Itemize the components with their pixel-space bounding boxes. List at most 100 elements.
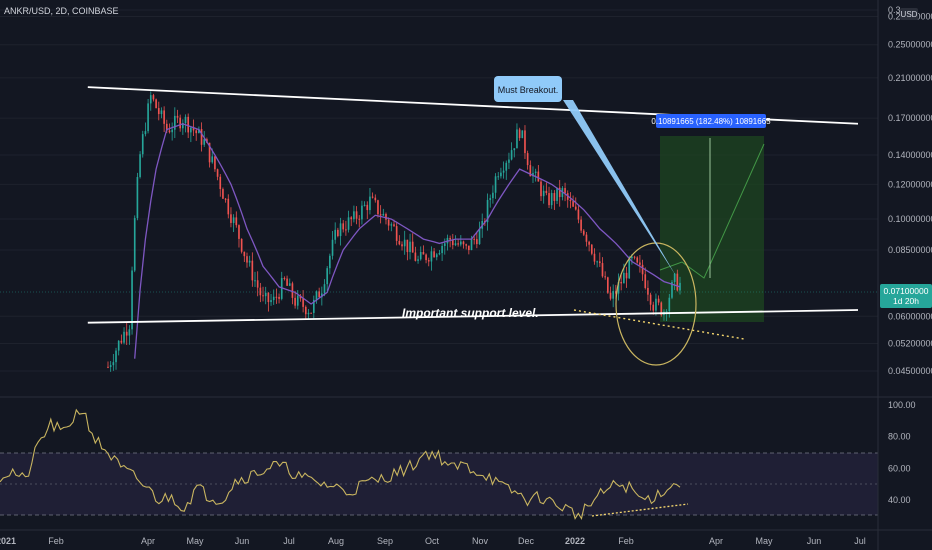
candle-body xyxy=(625,272,628,279)
candle-body xyxy=(585,234,588,242)
last-price-value: 0.07100000 xyxy=(884,286,929,296)
candle-body xyxy=(310,312,312,314)
time-axis[interactable]: 2021 Feb Apr May Jun Jul Aug Sep Oct Nov Dec 2022 Fe… xyxy=(0,536,866,546)
time-tick-label: May xyxy=(755,536,773,546)
candle-body xyxy=(141,134,144,155)
candle-body xyxy=(668,297,671,312)
candle-body xyxy=(125,331,128,336)
candle-body xyxy=(476,239,478,245)
candle-body xyxy=(435,254,438,258)
candle-body xyxy=(267,292,270,303)
time-tick-label: Jul xyxy=(283,536,295,546)
breakout-callout-box[interactable] xyxy=(494,76,562,102)
candle-body xyxy=(342,223,345,230)
rsi-tick-label: 40.00 xyxy=(888,495,911,505)
price-tick-label: 0.05200000 xyxy=(888,338,932,348)
candle-body xyxy=(291,283,294,298)
candle-body xyxy=(465,244,467,246)
candle-body xyxy=(355,211,358,219)
candle-body xyxy=(366,204,369,211)
candle-body xyxy=(339,223,342,237)
candle-body xyxy=(419,252,422,260)
candle-body xyxy=(294,297,296,306)
support-divergence-line[interactable] xyxy=(573,309,745,340)
candle-body xyxy=(451,239,454,246)
rsi-axis[interactable]: 100.00 80.00 60.00 40.00 xyxy=(888,400,916,505)
currency-badge-box[interactable] xyxy=(900,8,918,20)
candle-body xyxy=(165,123,168,131)
candle-body xyxy=(345,229,347,231)
candle-body xyxy=(227,198,230,215)
candle-body xyxy=(657,298,660,303)
candle-body xyxy=(395,226,398,241)
candle-body xyxy=(505,162,508,171)
candle-body xyxy=(572,201,574,207)
candle-body xyxy=(422,252,425,255)
candle-body xyxy=(350,217,353,220)
candle-body xyxy=(470,238,473,251)
candle-body xyxy=(438,253,441,255)
time-tick-label: May xyxy=(186,536,204,546)
candle-body xyxy=(628,258,631,279)
candle-body xyxy=(548,193,550,206)
target-zone xyxy=(660,136,764,322)
candle-body xyxy=(176,115,179,118)
candle-body xyxy=(171,129,173,133)
candle-body xyxy=(607,277,609,293)
candle-body xyxy=(117,340,120,351)
candle-body xyxy=(486,199,489,223)
candle-body xyxy=(553,193,556,201)
candle-body xyxy=(224,198,227,200)
rsi-tick-label: 60.00 xyxy=(888,463,911,473)
candle-body xyxy=(133,218,136,271)
candle-body xyxy=(369,196,371,211)
candle-body xyxy=(326,268,329,285)
candle-body xyxy=(243,251,246,257)
candle-body xyxy=(283,278,286,280)
candle-body xyxy=(157,108,160,115)
rsi-tick-label: 80.00 xyxy=(888,432,911,442)
candle-body xyxy=(644,274,647,288)
lower-trendline[interactable] xyxy=(87,309,859,324)
candle-body xyxy=(414,252,417,261)
time-tick-label: Dec xyxy=(518,536,535,546)
candle-body xyxy=(574,206,577,210)
candle-body xyxy=(478,228,481,245)
candle-body xyxy=(334,229,337,240)
time-tick-label: Jun xyxy=(235,536,250,546)
measure-label: 0.10891665 (182.48%) 10891665 xyxy=(651,117,771,126)
price-tick-label: 0.14000000 xyxy=(888,150,932,160)
time-tick-label: 2021 xyxy=(0,536,16,546)
candle-body xyxy=(489,198,492,200)
candle-body xyxy=(647,287,649,295)
candle-body xyxy=(526,153,529,166)
candle-body xyxy=(403,239,406,247)
time-tick-label: Aug xyxy=(328,536,344,546)
price-tick-label: 0.21000000 xyxy=(888,73,932,83)
candle-body xyxy=(502,170,505,173)
time-tick-label: Nov xyxy=(472,536,489,546)
candle-body xyxy=(580,219,582,231)
last-price-countdown: 1d 20h xyxy=(893,296,919,306)
candle-body xyxy=(155,99,157,109)
currency-badge[interactable]: USD xyxy=(901,10,918,19)
candle-body xyxy=(318,291,320,298)
candle-body xyxy=(195,130,198,134)
candle-body xyxy=(382,213,385,216)
candles xyxy=(107,91,681,372)
candle-body xyxy=(315,291,318,300)
time-tick-label: Feb xyxy=(618,536,634,546)
rsi-divergence-line[interactable] xyxy=(591,503,689,517)
candle-body xyxy=(109,365,112,367)
candle-body xyxy=(136,177,139,219)
candle-body xyxy=(593,253,596,262)
candle-body xyxy=(409,241,411,253)
candle-body xyxy=(278,296,280,299)
candle-body xyxy=(235,217,238,226)
candle-body xyxy=(390,224,393,226)
candle-body xyxy=(617,281,620,294)
candle-body xyxy=(192,127,195,131)
symbol-line: ANKR/USD, 2D, COINBASE xyxy=(4,6,119,16)
candle-body xyxy=(230,214,232,223)
